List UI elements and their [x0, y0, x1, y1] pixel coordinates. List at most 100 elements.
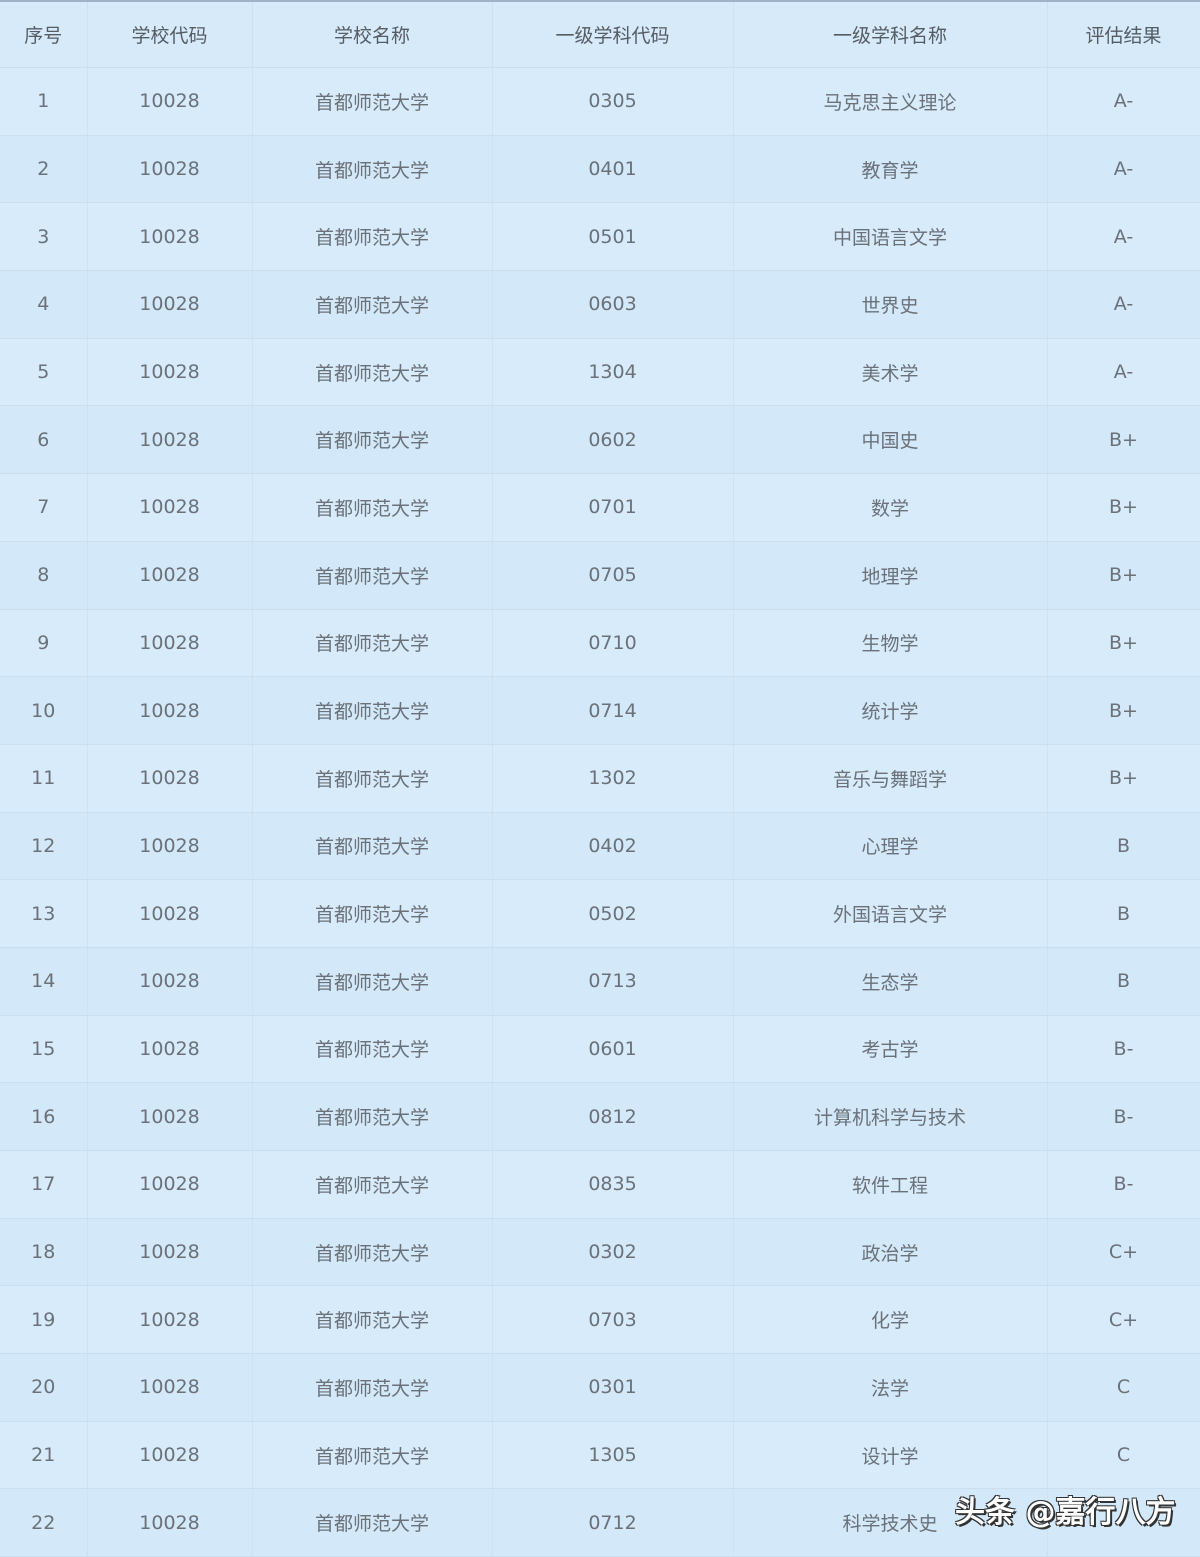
cell-discipline-code: 0710	[492, 609, 734, 678]
table-row: 9 10028 首都师范大学 0710 生物学 B+	[0, 609, 1200, 678]
cell-result: B+	[1047, 405, 1200, 475]
cell-index: 14	[0, 947, 88, 1016]
table-row: 10 10028 首都师范大学 0714 统计学 B+	[0, 676, 1200, 745]
cell-discipline-name: 世界史	[733, 270, 1048, 339]
cell-school-name: 首都师范大学	[252, 1082, 493, 1151]
cell-discipline-code: 1304	[492, 338, 734, 407]
header-index: 序号	[0, 2, 88, 68]
cell-discipline-name: 心理学	[733, 812, 1048, 881]
watermark: 头条 @嘉行八方	[955, 1495, 1176, 1530]
cell-school-code: 10028	[87, 609, 253, 678]
cell-result: C	[1047, 1488, 1200, 1557]
cell-index: 4	[0, 270, 88, 339]
cell-discipline-code: 0701	[492, 473, 734, 542]
table-row: 14 10028 首都师范大学 0713 生态学 B	[0, 947, 1200, 1016]
cell-discipline-name: 政治学	[733, 1218, 1048, 1287]
cell-school-code: 10028	[87, 135, 253, 204]
cell-discipline-name: 外国语言文学	[733, 879, 1048, 948]
cell-result: B	[1047, 947, 1200, 1016]
cell-school-name: 首都师范大学	[252, 1353, 493, 1422]
cell-school-code: 10028	[87, 676, 253, 745]
cell-index: 5	[0, 338, 88, 407]
cell-school-code: 10028	[87, 1421, 253, 1490]
cell-result: A-	[1047, 135, 1200, 204]
cell-result: B	[1047, 879, 1200, 948]
cell-index: 22	[0, 1488, 88, 1557]
cell-school-code: 10028	[87, 270, 253, 339]
cell-school-name: 首都师范大学	[252, 1488, 493, 1557]
cell-school-name: 首都师范大学	[252, 1285, 493, 1355]
cell-result: A-	[1047, 338, 1200, 407]
cell-school-name: 首都师范大学	[252, 676, 493, 745]
cell-school-name: 首都师范大学	[252, 744, 493, 813]
cell-index: 15	[0, 1015, 88, 1084]
cell-discipline-name: 考古学	[733, 1015, 1048, 1084]
cell-school-code: 10028	[87, 1082, 253, 1151]
table-row: 18 10028 首都师范大学 0302 政治学 C+	[0, 1218, 1200, 1287]
cell-discipline-code: 0835	[492, 1150, 734, 1219]
cell-discipline-name: 软件工程	[733, 1150, 1048, 1219]
table-row: 2210028首都师范大学0712科学技术史C	[0, 1488, 1200, 1557]
cell-school-code: 10028	[87, 473, 253, 542]
cell-school-code: 10028	[87, 812, 253, 881]
cell-discipline-code: 0305	[492, 67, 734, 136]
table-row: 19 10028 首都师范大学 0703 化学 C+	[0, 1285, 1200, 1355]
table-row: 15 10028 首都师范大学 0601 考古学 B-	[0, 1015, 1200, 1084]
cell-school-name: 首都师范大学	[252, 812, 493, 881]
cell-index: 1	[0, 67, 88, 136]
cell-result: B-	[1047, 1015, 1200, 1084]
cell-discipline-name: 设计学	[733, 1421, 1048, 1490]
cell-discipline-code: 0302	[492, 1218, 734, 1287]
cell-school-name: 首都师范大学	[252, 609, 493, 678]
table-row: 6 10028 首都师范大学 0602 中国史 B+	[0, 405, 1200, 475]
header-discipline-code: 一级学科代码	[492, 2, 734, 68]
cell-school-code: 10028	[87, 1353, 253, 1422]
cell-result: A-	[1047, 270, 1200, 339]
cell-school-name: 首都师范大学	[252, 1015, 493, 1084]
cell-discipline-name: 生物学	[733, 609, 1048, 678]
cell-school-code: 10028	[87, 1285, 253, 1355]
cell-discipline-code: 0601	[492, 1015, 734, 1084]
cell-school-code: 10028	[87, 541, 253, 610]
cell-result: B+	[1047, 609, 1200, 678]
cell-index: 11	[0, 744, 88, 813]
cell-index: 18	[0, 1218, 88, 1287]
cell-result: A-	[1047, 202, 1200, 272]
table-row: 21 10028 首都师范大学 1305 设计学 C	[0, 1421, 1200, 1490]
cell-index: 16	[0, 1082, 88, 1151]
cell-discipline-name: 音乐与舞蹈学	[733, 744, 1048, 813]
cell-school-code: 10028	[87, 1218, 253, 1287]
cell-school-name: 首都师范大学	[252, 1421, 493, 1490]
cell-index: 21	[0, 1421, 88, 1490]
table-row: 11 10028 首都师范大学 1302 音乐与舞蹈学 B+	[0, 744, 1200, 813]
cell-index: 9	[0, 609, 88, 678]
header-discipline-name: 一级学科名称	[733, 2, 1048, 68]
cell-school-code: 10028	[87, 67, 253, 136]
cell-index: 20	[0, 1353, 88, 1422]
cell-index: 10	[0, 676, 88, 745]
table-header-row: 序号 学校代码 学校名称 一级学科代码 一级学科名称 评估结果	[0, 2, 1200, 68]
cell-school-name: 首都师范大学	[252, 405, 493, 475]
cell-school-code: 10028	[87, 879, 253, 948]
cell-result: B	[1047, 812, 1200, 881]
cell-index: 13	[0, 879, 88, 948]
cell-result: C+	[1047, 1218, 1200, 1287]
cell-index: 7	[0, 473, 88, 542]
cell-index: 6	[0, 405, 88, 475]
cell-school-name: 首都师范大学	[252, 67, 493, 136]
cell-discipline-code: 0712	[492, 1488, 734, 1557]
cell-index: 8	[0, 541, 88, 610]
cell-discipline-code: 0714	[492, 676, 734, 745]
cell-school-name: 首都师范大学	[252, 947, 493, 1016]
cell-result: B+	[1047, 473, 1200, 542]
header-school-code: 学校代码	[87, 2, 253, 68]
cell-school-code: 10028	[87, 338, 253, 407]
cell-school-name: 首都师范大学	[252, 338, 493, 407]
cell-school-code: 10028	[87, 405, 253, 475]
cell-result: B-	[1047, 1150, 1200, 1219]
cell-result: A-	[1047, 67, 1200, 136]
cell-index: 19	[0, 1285, 88, 1355]
table-row: 5 10028 首都师范大学 1304 美术学 A-	[0, 338, 1200, 407]
cell-school-code: 10028	[87, 202, 253, 272]
table-row: 7 10028 首都师范大学 0701 数学 B+	[0, 473, 1200, 542]
